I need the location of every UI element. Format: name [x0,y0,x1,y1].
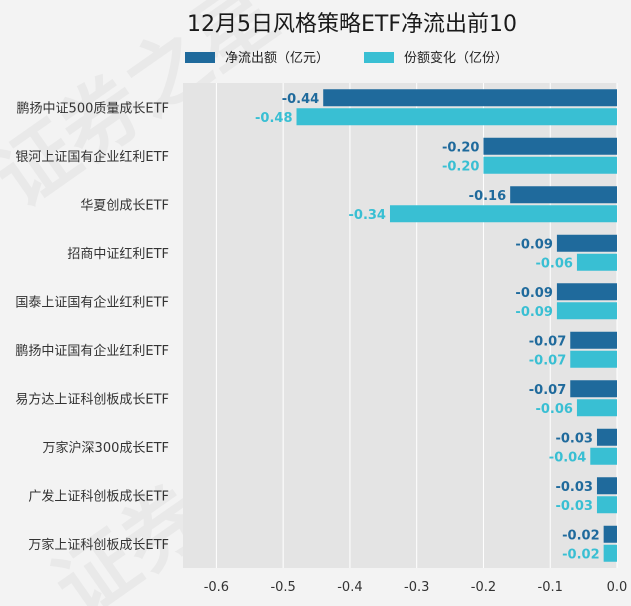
legend-label: 净流出额（亿元） [225,51,329,66]
data-label: -0.34 [349,208,386,223]
category-label: 鹏扬中证国有企业红利ETF [15,343,169,359]
data-label: -0.03 [555,499,592,514]
bar [570,350,617,368]
plot-area [183,83,617,568]
category-label: 易方达上证科创板成长ETF [15,391,169,407]
chart-title: 12月5日风格策略ETF净流出前10 [187,12,517,37]
data-label: -0.02 [562,528,599,543]
bar [556,302,617,320]
bar [590,447,617,465]
x-tick-label: -0.5 [270,580,295,595]
x-tick-label: 0.0 [607,580,628,595]
data-label: -0.07 [529,383,566,398]
bar [323,89,617,107]
bars: -0.44 -0.48 -0.20 -0.20 -0.16 -0.34 -0.09 -0.06… [255,89,617,562]
data-label: -0.20 [442,140,479,155]
bar [556,283,617,301]
data-label: -0.02 [562,547,599,562]
bar [570,380,617,398]
bar [596,428,617,446]
bar [570,331,617,349]
bar [556,234,617,252]
category-label: 招商中证红利ETF [67,246,169,262]
data-label: -0.06 [535,256,572,271]
data-label: -0.09 [515,286,552,301]
data-label: -0.44 [282,92,319,107]
data-label: -0.03 [555,480,592,495]
bar [576,399,617,417]
bar [596,496,617,514]
data-label: -0.16 [469,189,506,204]
category-label: 万家上证科创板成长ETF [28,537,169,553]
data-label: -0.07 [529,353,566,368]
category-label: 鹏扬中证500质量成长ETF [17,101,169,116]
legend-swatch [364,52,394,63]
bar [483,156,617,174]
category-label: 华夏创成长ETF [80,198,169,213]
category-label: 万家沪深300成长ETF [43,440,169,456]
data-label: -0.04 [549,450,586,465]
x-tick-label: -0.3 [404,580,429,595]
x-tick-label: -0.4 [337,580,362,595]
x-axis: -0.6 -0.5 -0.4 -0.3 -0.2 -0.1 0.0 [204,580,628,595]
bar [510,186,617,204]
bar [576,253,617,271]
bar [603,544,617,562]
bar [603,525,617,543]
x-tick-label: -0.2 [471,580,496,595]
category-label: 银河上证国有企业红利ETF [15,149,169,165]
bar [596,477,617,495]
data-label: -0.48 [255,111,292,126]
x-tick-label: -0.1 [538,580,563,595]
data-label: -0.09 [515,237,552,252]
category-labels: 鹏扬中证500质量成长ETF 银河上证国有企业红利ETF 华夏创成长ETF 招商中证红… [15,101,169,553]
legend-label: 份额变化（亿份） [404,50,508,66]
legend: 净流出额（亿元） 份额变化（亿份） [185,50,508,66]
bar [296,108,617,126]
bar [483,137,617,155]
legend-swatch [185,52,215,63]
category-label: 国泰上证国有企业红利ETF [15,294,169,310]
bar [389,205,617,223]
x-tick-label: -0.6 [204,580,229,595]
data-label: -0.06 [535,402,572,417]
data-label: -0.07 [529,334,566,349]
data-label: -0.09 [515,305,552,320]
data-label: -0.20 [442,159,479,174]
category-label: 广发上证科创板成长ETF [28,488,169,504]
data-label: -0.03 [555,431,592,446]
